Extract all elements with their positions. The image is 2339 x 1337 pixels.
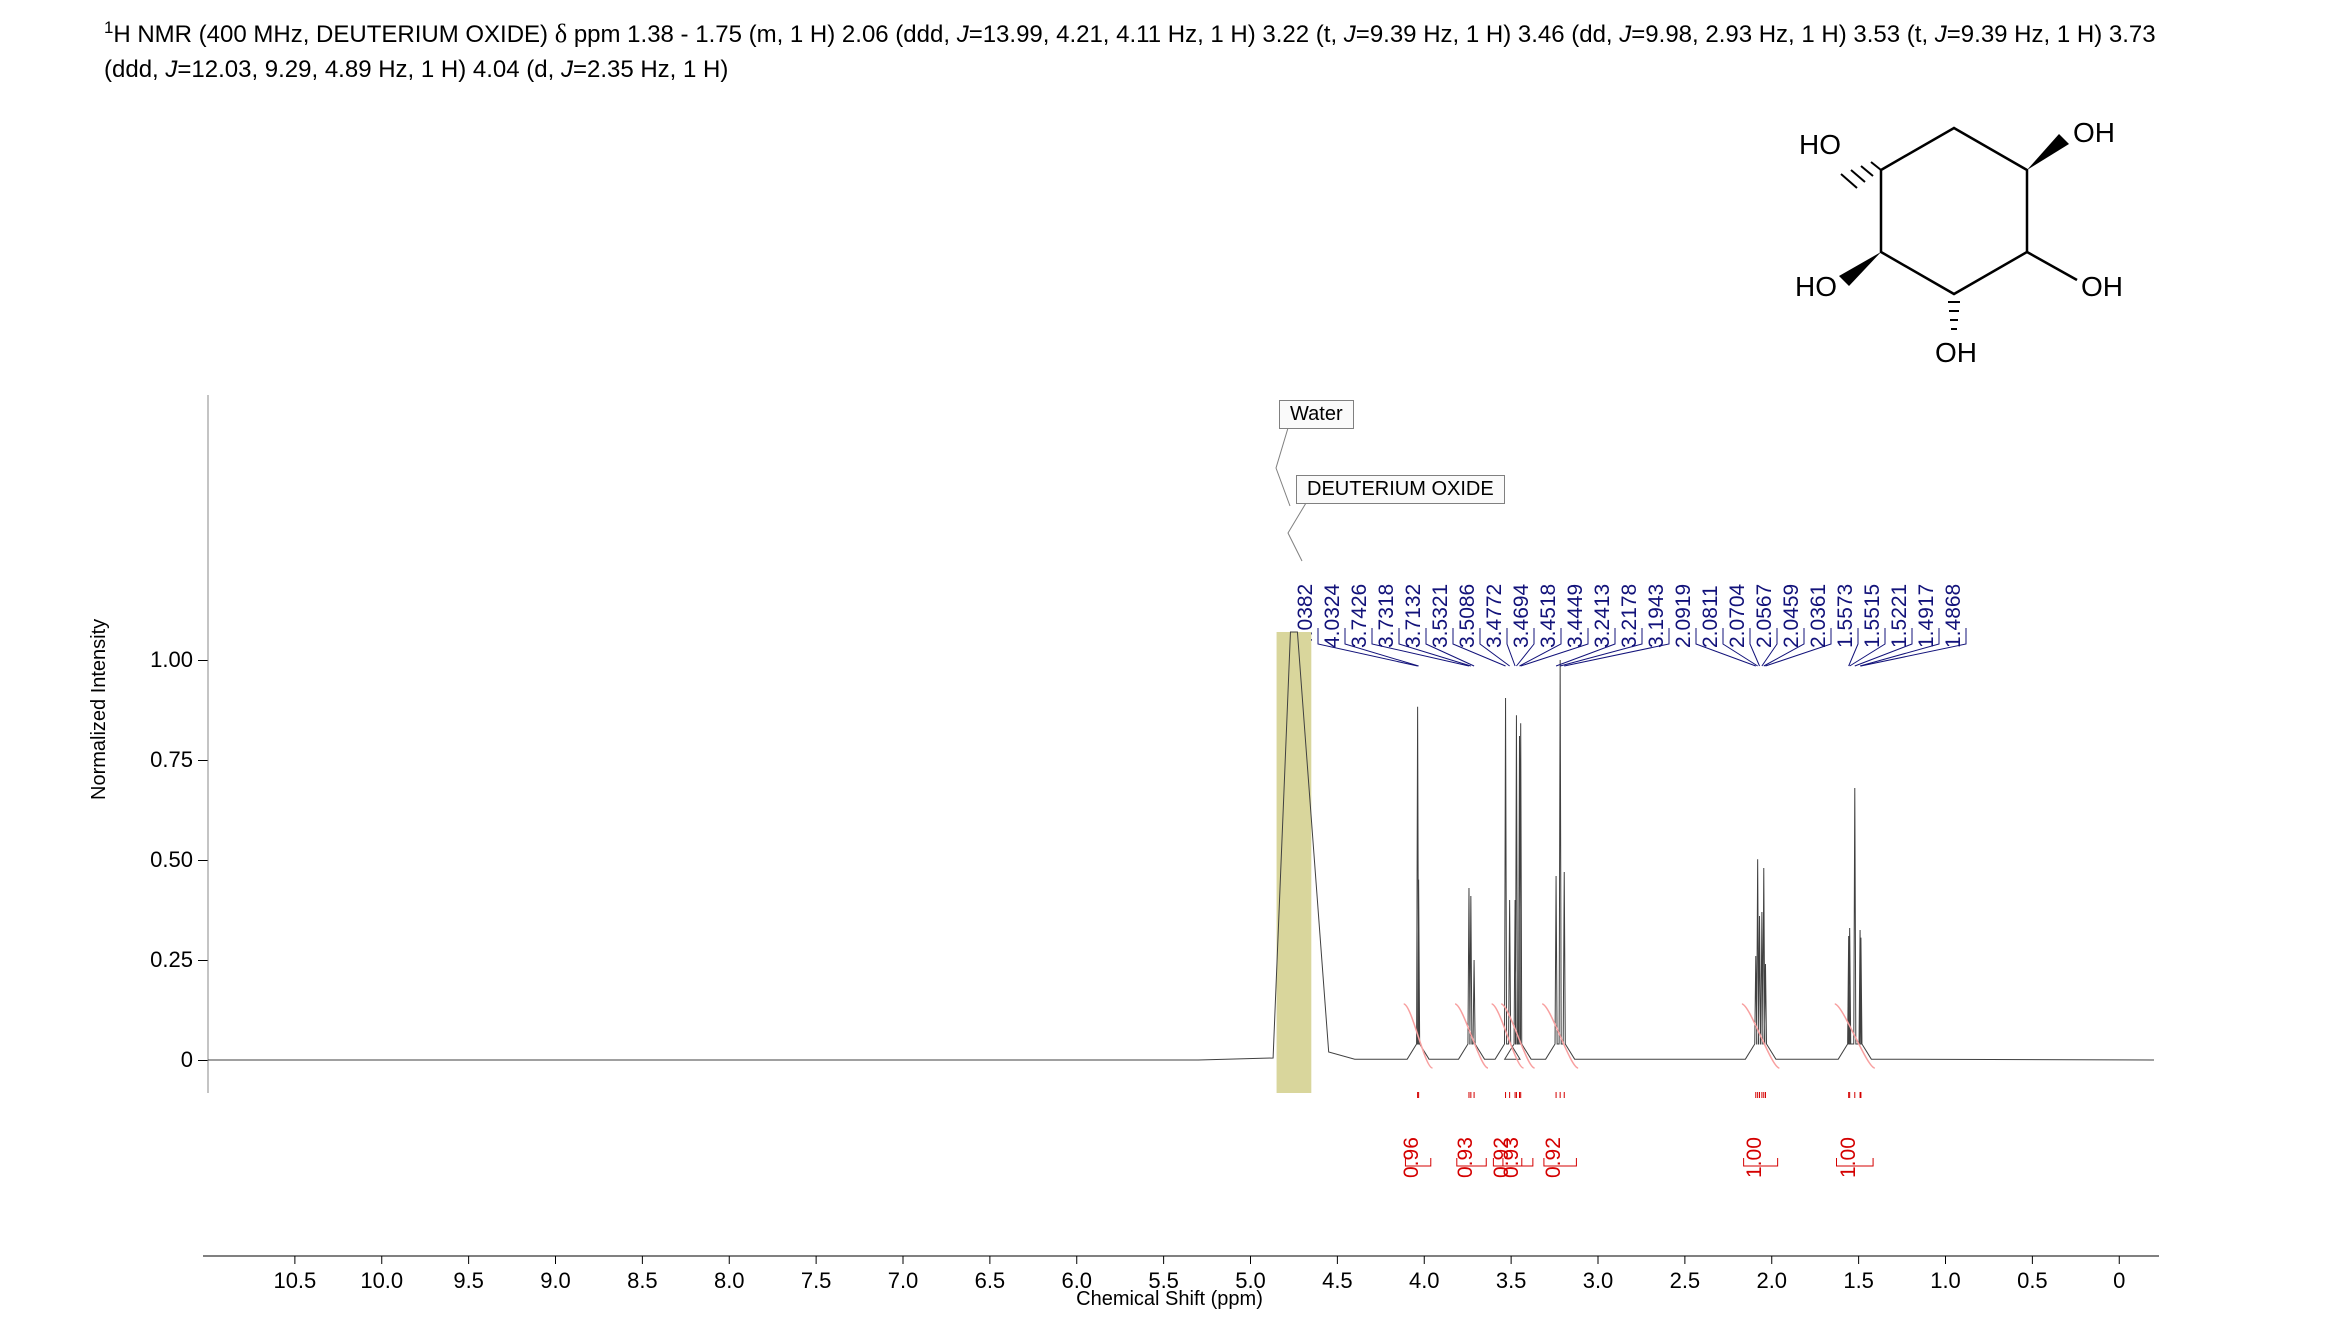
nmr-spectrum-plot: [0, 0, 2339, 1337]
